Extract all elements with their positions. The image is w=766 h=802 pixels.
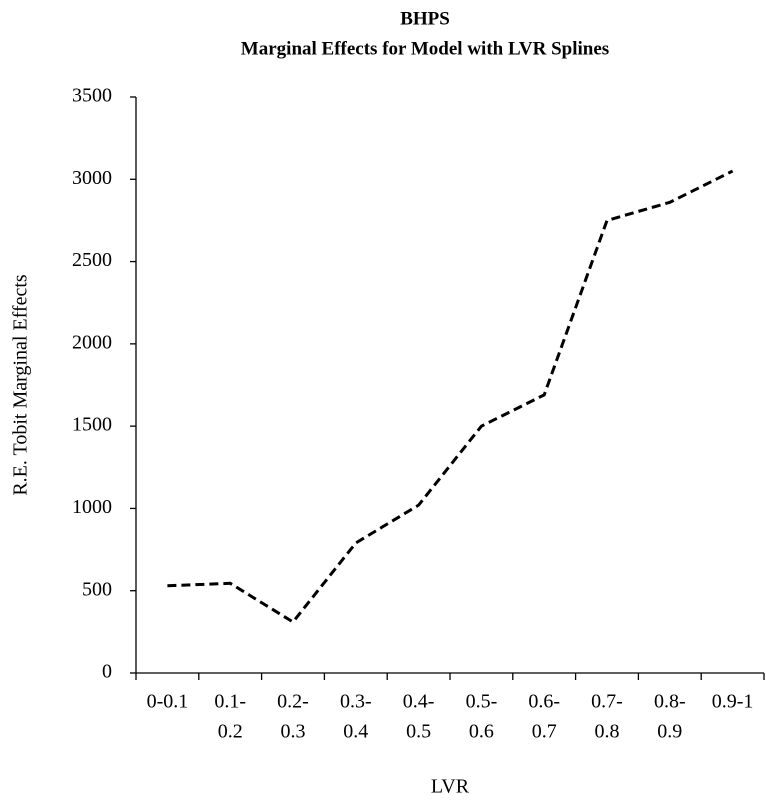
- x-tick-label: 0.8: [595, 721, 620, 743]
- y-tick-label: 500: [82, 578, 112, 600]
- x-tick-label: 0.5: [406, 721, 431, 743]
- x-tick-label: 0.7: [532, 721, 557, 743]
- chart-title: BHPS: [400, 8, 450, 29]
- line-series: [167, 169, 734, 624]
- x-tick-label: 0.6: [469, 721, 494, 743]
- y-tick-label: 2500: [72, 249, 112, 271]
- x-axis-label: LVR: [431, 776, 470, 798]
- x-tick-label: 0.3: [281, 721, 306, 743]
- x-tick-label: 0.8-: [654, 691, 686, 713]
- x-tick-label: 0.3-: [340, 691, 372, 713]
- y-axis-label: R.E. Tobit Marginal Effects: [10, 274, 32, 496]
- y-tick-label: 2000: [72, 331, 112, 353]
- y-tick-label: 3000: [72, 167, 112, 189]
- x-tick-label: 0.2-: [277, 691, 309, 713]
- x-tick-label: 0.9-1: [712, 691, 754, 713]
- x-tick-label: 0.7-: [591, 691, 623, 713]
- y-tick-label: 0: [102, 661, 112, 683]
- x-tick-label: 0.6-: [528, 691, 560, 713]
- x-tick-label: 0.4-: [403, 691, 435, 713]
- x-tick-label: 0-0.1: [147, 691, 189, 713]
- y-tick-label: 1500: [72, 414, 112, 436]
- y-tick-label: 1000: [72, 496, 112, 518]
- x-tick-label: 0.4: [343, 721, 368, 743]
- x-tick-label: 0.5-: [466, 691, 498, 713]
- y-tick-label: 3500: [72, 85, 112, 107]
- x-tick-label: 0.1-: [214, 691, 246, 713]
- x-tick-label: 0.2: [218, 721, 243, 743]
- chart-title: Marginal Effects for Model with LVR Spli…: [241, 38, 609, 59]
- x-tick-label: 0.9: [657, 721, 682, 743]
